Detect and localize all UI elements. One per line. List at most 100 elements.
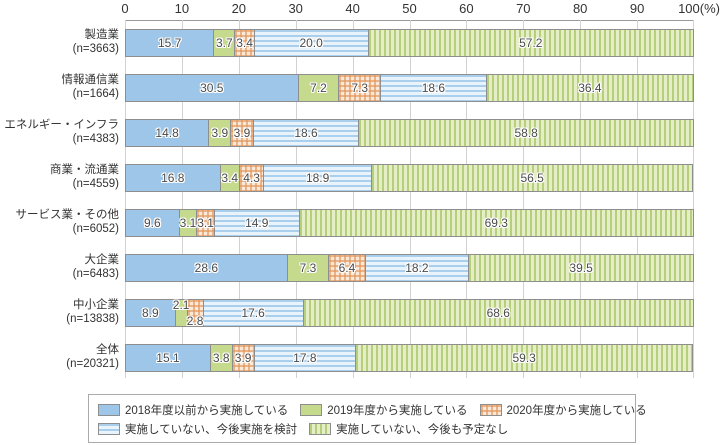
bar-segment: 18.6 (381, 73, 487, 102)
segment-value-label: 36.4 (578, 80, 602, 95)
bar-row: 全体 (n=20321) 15.1 3.8 3.9 17.8 59.3 (0, 335, 724, 380)
bar-segment: 20.0 (254, 28, 369, 57)
legend-swatch-icon (300, 403, 323, 416)
bar-segment: 28.6 (125, 253, 288, 282)
bar-segment: 8.9 (125, 298, 176, 327)
bar-segment: 7.2 (298, 73, 340, 102)
gridline (125, 20, 126, 378)
segment-value-label: 69.3 (484, 215, 508, 230)
bar-segment: 16.8 (125, 163, 221, 192)
bar-segment: 56.5 (371, 163, 694, 192)
bar-segment: 3.8 (210, 343, 233, 372)
axis-tick-label: 70 (516, 1, 531, 16)
bar-segment: 58.8 (359, 118, 694, 147)
bar-row: サービス業・その他 (n=6052) 9.6 3.1 3.1 14.9 69.3 (0, 200, 724, 245)
segment-value-label: 7.3 (299, 260, 317, 275)
axis-tick-label: 100(%) (678, 1, 720, 16)
category-label: 大企業 (n=6483) (72, 253, 119, 280)
gridline (523, 20, 525, 378)
gridline (352, 20, 354, 378)
bar-segment: 15.7 (125, 28, 215, 57)
segment-value-label: 3.9 (211, 125, 229, 140)
axis-tick-label: 10 (174, 1, 190, 16)
bar-segment: 15.1 (125, 343, 211, 372)
segment-value-label: 39.5 (569, 260, 593, 275)
segment-value-label: 18.6 (421, 80, 446, 95)
legend-label: 2020年度から実施している (506, 404, 647, 417)
gridline (181, 20, 183, 378)
gridline (238, 20, 240, 378)
bar-segment: 4.3 (239, 163, 265, 192)
bar-segment: 9.6 (125, 208, 180, 237)
gridline (409, 20, 411, 378)
stacked-bar: 8.9 2.1 2.8 17.6 68.6 (125, 298, 694, 328)
bar-segment: 39.5 (469, 253, 694, 282)
bar-segment: 69.3 (299, 208, 694, 237)
axis-tick-label: 80 (572, 1, 588, 16)
legend-label: 実施していない、今後も予定なし (336, 423, 509, 436)
segment-value-label: 3.4 (236, 35, 253, 50)
legend-item: 2018年度以前から実施している (98, 402, 288, 418)
gridline (580, 20, 582, 378)
stacked-bar: 16.8 3.4 4.3 18.9 56.5 (125, 163, 694, 192)
segment-value-label: 4.3 (243, 170, 260, 185)
stacked-bar: 28.6 7.3 6.4 18.2 39.5 (125, 253, 694, 282)
segment-value-label: 30.5 (200, 80, 224, 95)
segment-value-label: 3.7 (216, 35, 233, 50)
category-label: 中小企業 (n=13838) (66, 298, 119, 325)
bar-row: 製造業 (n=3663) 15.7 3.7 3.4 20.0 57.2 (0, 20, 724, 65)
legend-swatch-icon (98, 422, 120, 435)
segment-value-label: 28.6 (194, 260, 219, 275)
axis-tick-label: 40 (345, 1, 360, 16)
segment-value-label: 9.6 (143, 215, 161, 230)
segment-value-label: 15.1 (156, 350, 180, 365)
bar-segment: 3.1 (180, 208, 198, 237)
legend-item: 2020年度から実施している (479, 402, 647, 418)
bar-segment: 57.2 (368, 28, 694, 57)
bar-segment: 3.1 (197, 208, 215, 237)
category-label: 商業・流通業 (n=4559) (50, 163, 119, 190)
segment-value-label: 6.4 (338, 260, 356, 275)
legend-swatch-icon (479, 403, 502, 416)
segment-value-label: 8.9 (141, 305, 159, 320)
bar-row: 大企業 (n=6483) 28.6 7.3 6.4 18.2 39.5 (0, 245, 724, 290)
segment-value-label: 7.3 (351, 80, 369, 95)
bar-segment: 14.9 (214, 208, 300, 237)
segment-value-label: 17.6 (241, 305, 265, 320)
bar-segment: 7.3 (287, 253, 330, 282)
axis-tick-label: 90 (629, 1, 645, 16)
gridline (466, 20, 468, 378)
segment-value-label: 15.7 (157, 35, 182, 50)
bar-segment: 3.9 (232, 343, 255, 372)
bar-segment: 18.9 (264, 163, 372, 192)
legend-row: 2018年度以前から実施している 2019年度から実施している 2020年度から実施… (98, 400, 647, 419)
segment-value-label: 20.0 (299, 35, 323, 50)
segment-value-label: 18.6 (294, 125, 318, 140)
category-label: 情報通信業 (n=1664) (61, 73, 120, 100)
bar-segment: 30.5 (125, 73, 299, 102)
axis-tick-label: 50 (402, 1, 417, 16)
bar-segment: 17.8 (254, 343, 356, 372)
bar-segment: 2.1 (173, 298, 189, 327)
bar-row: 商業・流通業 (n=4559) 16.8 3.4 4.3 18.9 56.5 (0, 155, 724, 200)
bar-row: エネルギー・インフラ (n=4383) 14.8 3.9 3.9 18.6 58.8 (0, 110, 724, 155)
segment-value-label: 17.8 (293, 350, 317, 365)
segment-value-label: 18.9 (305, 170, 330, 185)
category-label: エネルギー・インフラ (n=4383) (4, 118, 119, 145)
axis-tick-label: 0 (121, 1, 129, 16)
axis-tick-label: 30 (288, 1, 303, 16)
axis-tick-label: 60 (459, 1, 474, 16)
segment-value-label: 7.2 (310, 80, 327, 95)
segment-value-label: 56.5 (520, 170, 544, 185)
stacked-bar: 15.1 3.8 3.9 17.8 59.3 (125, 343, 694, 372)
segment-value-label: 57.2 (519, 35, 543, 50)
axis-tick-label: 20 (231, 1, 247, 16)
segment-value-label: 59.3 (512, 350, 536, 365)
segment-value-label: 3.4 (221, 170, 239, 185)
category-label: 製造業 (n=3663) (72, 28, 119, 55)
segment-value-label: 16.8 (161, 170, 185, 185)
stacked-bar: 14.8 3.9 3.9 18.6 58.8 (125, 118, 694, 147)
bar-segment: 7.3 (339, 73, 382, 102)
bar-row: 情報通信業 (n=1664) 30.5 7.2 7.3 18.6 36.4 (0, 65, 724, 110)
